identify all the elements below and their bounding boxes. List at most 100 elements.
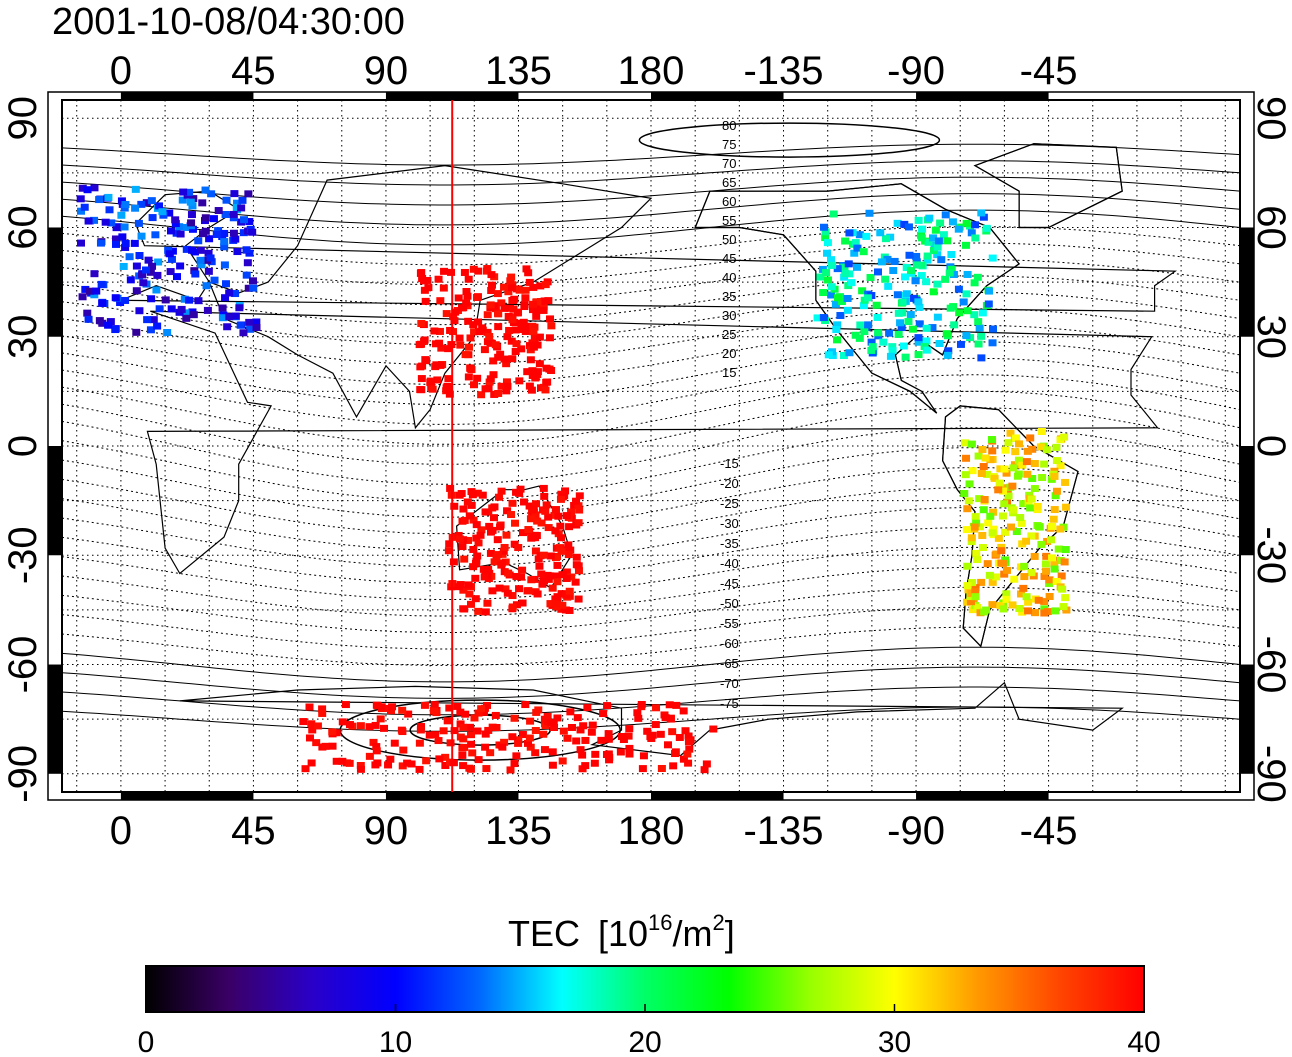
tec-cell [205,235,214,243]
tec-cell [625,744,634,752]
tec-cell [847,279,856,287]
tec-cell [466,512,475,520]
tec-cell [529,283,538,291]
tec-cell [248,228,257,236]
tec-cell [1035,523,1044,531]
tec-cell [188,225,197,233]
tec-cell [143,316,152,324]
tec-cell [974,452,983,460]
tec-cell [1027,532,1036,540]
tec-cell [518,731,527,739]
tec-cell [134,219,143,227]
tec-cell [345,721,354,729]
magnetic-contour [62,209,1240,246]
tec-cell [872,301,881,309]
tec-cell [328,728,337,736]
tec-cell [135,251,144,259]
tec-cell [988,254,997,262]
tec-cell [1061,594,1070,602]
tec-cell [1020,573,1029,581]
tec-cell [209,215,218,223]
tec-cell [1019,500,1028,508]
tec-cell [955,309,964,317]
tec-cell [467,740,476,748]
tec-cell [911,277,920,285]
lon-tick-label-bottom: 180 [618,809,685,853]
tec-cell [486,301,495,309]
tec-cell [998,559,1007,567]
lat-lon-grid [62,100,1240,792]
tec-cell [527,576,536,584]
tec-cell [556,495,565,503]
tec-cell [546,552,555,560]
tec-cell [1054,545,1063,553]
tec-cell [914,216,923,224]
tec-cell [369,738,378,746]
contour-label: 80 [722,118,736,133]
tec-cell [144,256,153,264]
tec-cell [545,334,554,342]
tec-cell [116,299,125,307]
tec-cell [510,714,519,722]
tec-cell [422,757,431,765]
tec-cell [417,319,426,327]
tec-cell [467,731,476,739]
tec-cell [540,746,549,754]
tec-cell [203,306,212,314]
lat-tick-label-left: 30 [1,314,45,359]
tec-cell [155,202,164,210]
colorbar-unit-mid: /m [673,913,713,954]
tec-cell [534,555,543,563]
map-body [62,100,1240,792]
tec-cell [244,284,253,292]
tec-cell [1045,579,1054,587]
tec-cell [434,275,443,283]
tec-cell [557,547,566,555]
tec-cell [418,362,427,370]
tec-cell [684,759,693,767]
tec-cell [829,210,838,218]
frame-bar-top [120,92,254,100]
tec-cell [201,186,210,194]
magnetic-contour [62,646,1240,683]
tec-cell [98,319,107,327]
tec-cell [486,339,495,347]
contour-label: -65 [720,656,739,671]
tec-cell [541,281,550,289]
tec-cell [529,328,538,336]
tec-cell [1009,464,1018,472]
tec-cell [669,762,678,770]
tec-cell [307,720,316,728]
tec-cell [201,214,210,222]
tec-cell [552,572,561,580]
tec-cell [1048,522,1057,530]
tec-cell [949,270,958,278]
tec-cell [553,578,562,586]
contour-label: 15 [722,365,736,380]
tec-cell [244,190,253,198]
tec-cell [841,270,850,278]
tec-cell [973,556,982,564]
tec-cell [480,346,489,354]
tec-cell [437,344,446,352]
tec-cell [962,332,971,340]
tec-cell [444,345,453,353]
tec-cell [928,324,937,332]
tec-cell [1018,608,1027,616]
tec-cell [503,507,512,515]
tec-cell [514,736,523,744]
tec-cell [90,184,99,192]
tec-cell [813,314,822,322]
tec-cell [107,219,116,227]
tec-cell [474,539,483,547]
tec-cell [933,243,942,251]
tec-cell [548,584,557,592]
contour-label: 75 [722,137,736,152]
frame-bar-top [385,92,519,100]
top-lon-ticks: 0 45 90 135 180 -135 -90 -45 [110,49,1078,93]
tec-cell [90,270,99,278]
tec-cell [233,248,242,256]
tec-cell [923,252,932,260]
tec-cell [567,723,576,731]
tec-cell [473,489,482,497]
